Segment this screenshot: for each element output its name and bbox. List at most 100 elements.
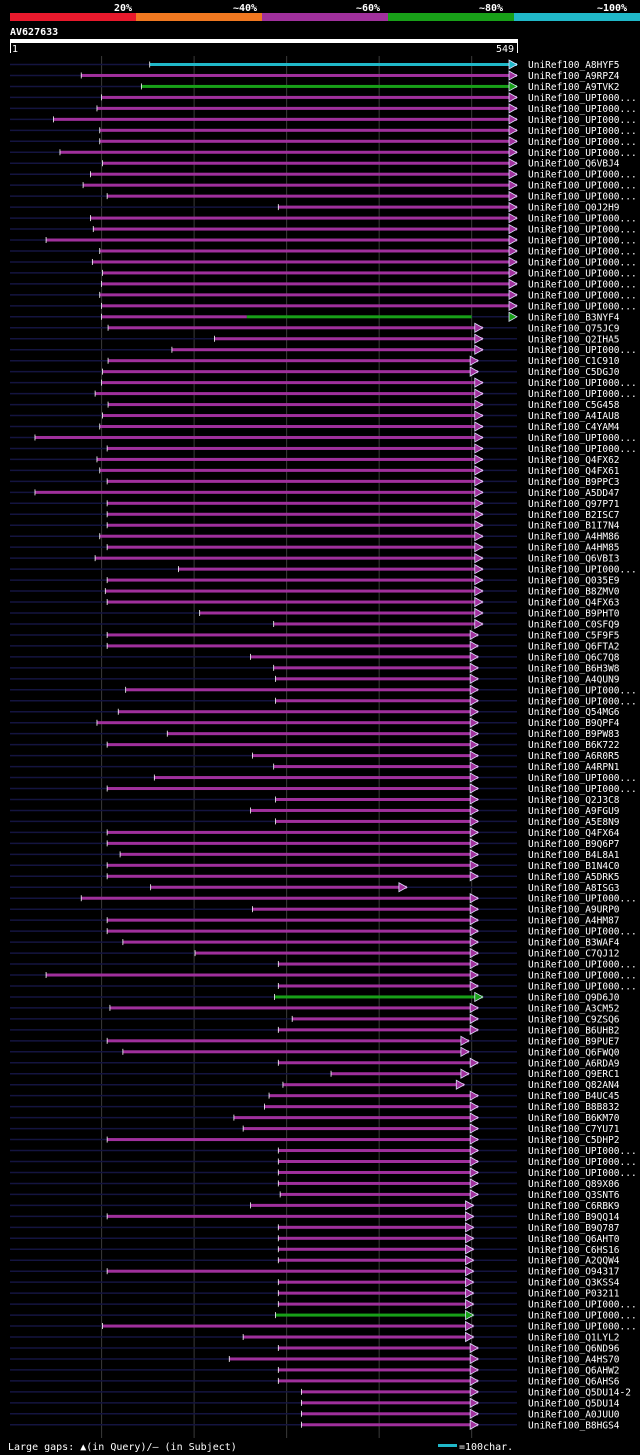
hit-label: UniRef100_B9QQ14 (528, 1212, 620, 1223)
hit-bar (273, 666, 479, 670)
hit-bar (95, 392, 483, 396)
hit-label: UniRef100_Q54MG6 (528, 707, 620, 718)
hit-end-arrow (508, 70, 518, 81)
hit-row: UniRef100_Q9D6J0 (10, 991, 620, 1003)
hit-row: UniRef100_A6R0R5 (10, 750, 620, 762)
hit-row: UniRef100_C4YAM4 (10, 421, 620, 433)
hit-end-arrow (469, 772, 479, 783)
hit-bar (167, 732, 479, 736)
hit-bar (96, 457, 483, 461)
hit-end-arrow (508, 81, 518, 92)
hit-row: UniRef100_O94317 (10, 1266, 620, 1278)
hit-label: UniRef100_A4HM85 (528, 543, 620, 554)
hit-label: UniRef100_UPI000... (528, 378, 637, 389)
hit-end-arrow (474, 388, 484, 399)
hit-bar (102, 1324, 474, 1328)
hit-end-arrow (469, 366, 479, 377)
hit-end-arrow (469, 1167, 479, 1178)
hit-row: UniRef100_A4IAU8 (10, 410, 620, 422)
hit-label: UniRef100_A5DD47 (528, 488, 620, 499)
hit-end-arrow (508, 136, 518, 147)
hit-bar (278, 1379, 479, 1383)
hit-row: UniRef100_Q3KSS4 (10, 1276, 620, 1289)
hit-bar (243, 1127, 479, 1131)
hit-label: UniRef100_B8B832 (528, 1102, 620, 1113)
hit-row: UniRef100_C6RBK9 (10, 1200, 620, 1212)
hit-label: UniRef100_UPI000... (528, 214, 637, 225)
hit-end-arrow (469, 936, 479, 948)
hit-row: UniRef100_UPI000... (10, 980, 637, 992)
hit-bar (122, 940, 479, 944)
hit-label: UniRef100_B9PHT0 (528, 609, 620, 620)
legend-swatch-2 (136, 13, 262, 21)
hit-row: UniRef100_A8HYF5 (10, 59, 620, 71)
hit-bar (292, 1017, 479, 1021)
hit-row: UniRef100_A5E8N9 (10, 816, 620, 828)
hit-bar (107, 787, 479, 791)
hit-end-arrow (508, 158, 518, 169)
hit-end-arrow (469, 1419, 479, 1430)
hit-label: UniRef100_O94317 (528, 1267, 620, 1278)
hit-row: UniRef100_UPI000... (10, 267, 637, 279)
hit-row: UniRef100_A2QQW4 (10, 1255, 620, 1267)
hit-row: UniRef100_B4UC45 (10, 1090, 620, 1102)
hit-bar (107, 501, 483, 505)
hit-bar (107, 194, 517, 198)
hit-bar (107, 545, 483, 549)
hit-bar (101, 315, 247, 319)
hit-end-arrow (474, 399, 484, 410)
hit-bar (108, 359, 479, 363)
hit-label: UniRef100_UPI000... (528, 1168, 637, 1179)
hit-end-arrow (474, 377, 484, 388)
hit-bar (101, 304, 517, 308)
hit-label: UniRef100_C0SFQ9 (528, 619, 620, 630)
query-name: AV627633 (10, 27, 58, 38)
legend-label-80: ~80% (479, 3, 503, 14)
hit-label: UniRef100_UPI000... (528, 981, 637, 992)
hit-bar (107, 918, 479, 922)
hit-row: UniRef100_UPI000... (10, 212, 637, 225)
hit-bar (99, 128, 517, 132)
footer-gap-legend: Large gaps: ▲(in Query)/– (in Subject) (8, 1442, 237, 1453)
hit-row: UniRef100_UPI000... (10, 289, 637, 301)
hit-end-arrow (508, 103, 518, 114)
hit-label: UniRef100_UPI000... (528, 268, 637, 279)
hit-bar (81, 896, 479, 900)
hit-label: UniRef100_B2ISC7 (528, 510, 620, 521)
hit-end-arrow (474, 618, 484, 630)
hit-label: UniRef100_UPI000... (528, 927, 637, 938)
hit-end-arrow (398, 882, 408, 893)
hit-label: UniRef100_C7YU71 (528, 1124, 620, 1135)
hit-end-arrow (474, 585, 484, 597)
hit-end-arrow (474, 531, 484, 542)
hit-bar (96, 721, 479, 725)
hit-bar (246, 315, 472, 319)
hit-row: UniRef100_A4HS70 (10, 1353, 620, 1365)
hit-bar (107, 479, 483, 483)
hit-row: UniRef100_A4HM87 (10, 914, 620, 927)
hit-bar (107, 1039, 469, 1043)
hit-bar (252, 907, 479, 911)
hit-row: UniRef100_UPI000... (10, 147, 637, 159)
hit-label: UniRef100_UPI000... (528, 93, 637, 104)
hit-bar (275, 699, 479, 703)
hit-bar (81, 73, 518, 77)
hit-end-arrow (469, 651, 479, 663)
hit-row: UniRef100_Q5DU14-2 (10, 1386, 631, 1398)
hit-label: UniRef100_UPI000... (528, 104, 637, 115)
hit-end-arrow (474, 596, 484, 608)
hit-end-arrow (474, 454, 484, 465)
hit-bar (107, 841, 479, 845)
hit-row: UniRef100_UPI000... (10, 190, 637, 203)
hit-bar (105, 589, 483, 593)
hit-bar (278, 1225, 474, 1229)
hit-label: UniRef100_UPI000... (528, 565, 637, 576)
hit-bar (264, 1105, 479, 1109)
hit-end-arrow (508, 267, 518, 279)
legend-labels: 20% ~40% ~60% ~80% ~100% (114, 3, 627, 14)
hit-label: UniRef100_C5G458 (528, 400, 620, 411)
hit-label: UniRef100_Q6AHT0 (528, 1234, 620, 1245)
hit-label: UniRef100_Q035E9 (528, 576, 620, 587)
hit-end-arrow (474, 322, 484, 333)
hit-label: UniRef100_A4HS70 (528, 1354, 620, 1365)
